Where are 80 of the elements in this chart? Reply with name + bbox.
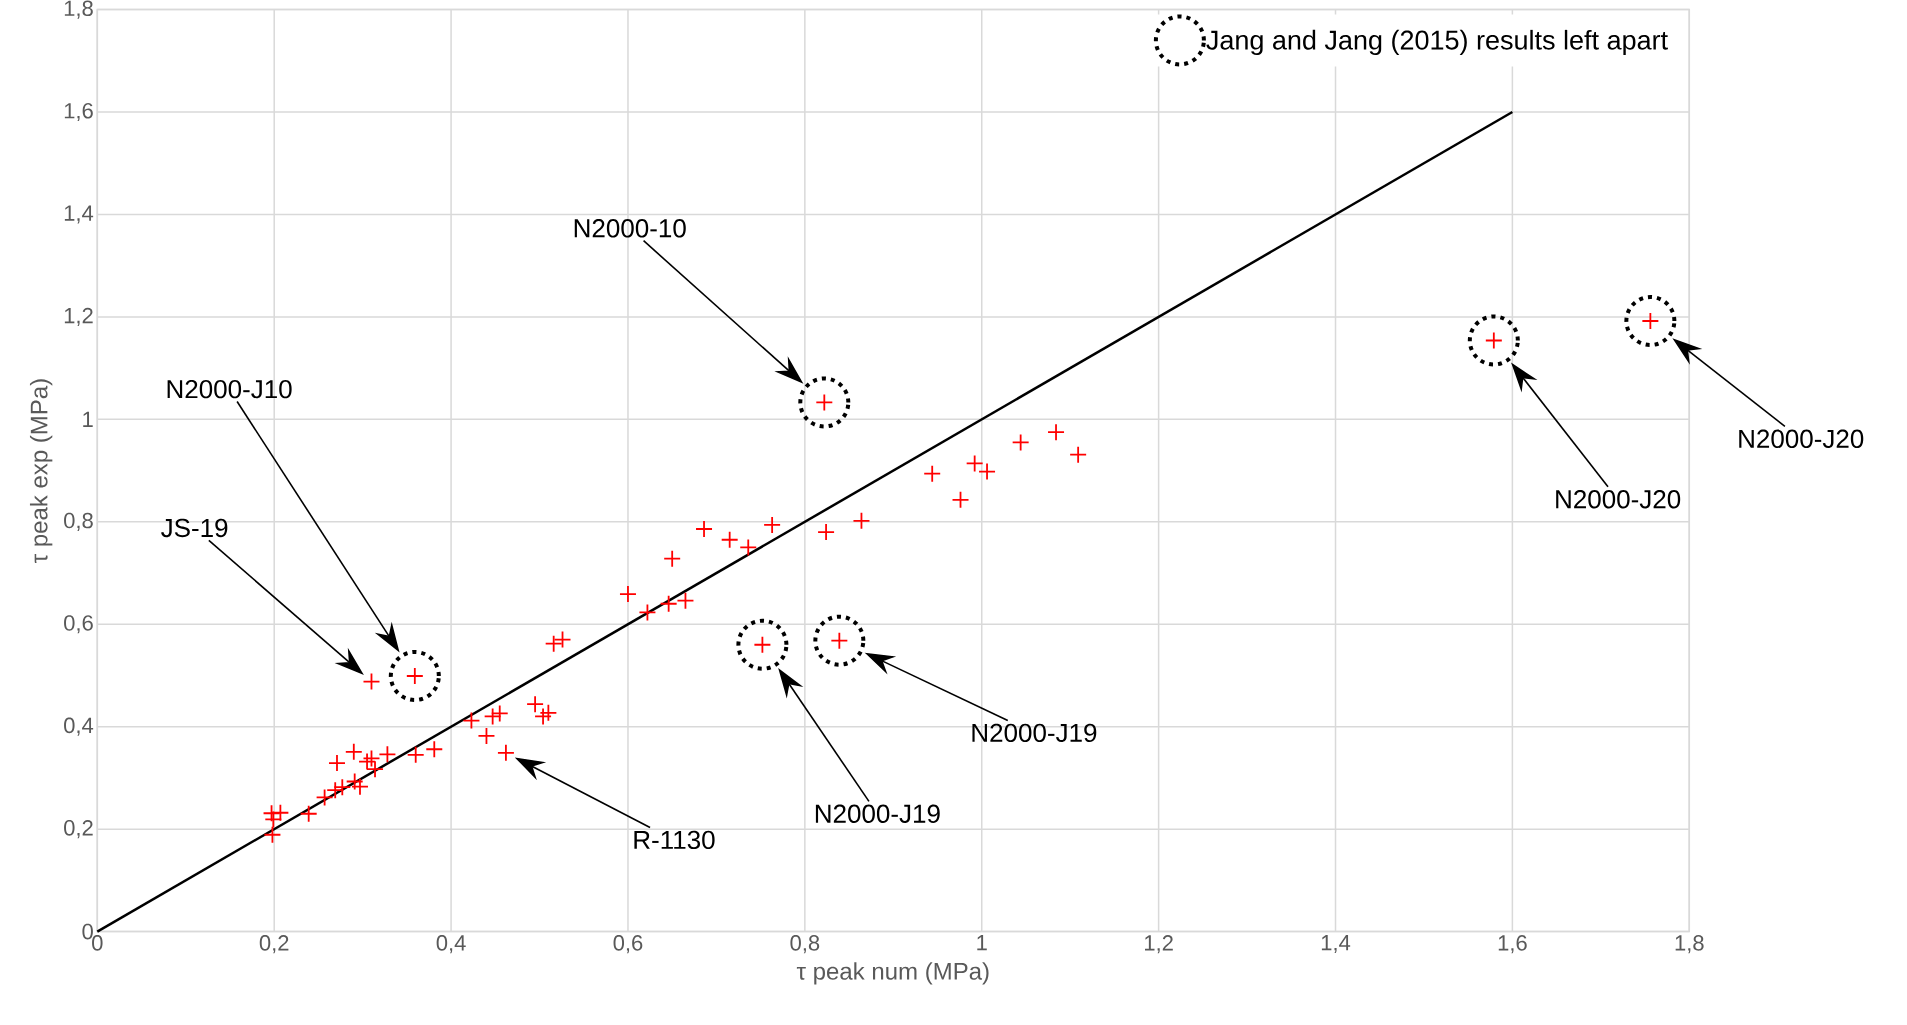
point xyxy=(264,810,283,829)
point xyxy=(1011,433,1030,452)
point xyxy=(1467,314,1520,367)
y-tick-label: 1,8 xyxy=(64,0,93,19)
point xyxy=(526,695,544,714)
point xyxy=(720,530,739,549)
point xyxy=(425,740,444,759)
y-tick-label: 0 xyxy=(82,923,93,940)
point xyxy=(299,804,318,823)
x-tick-label: 1 xyxy=(977,935,987,951)
y-tick-label: 0,2 xyxy=(64,820,93,839)
annotation: N2000-10 xyxy=(574,219,686,238)
x-tick-label: 0,6 xyxy=(613,935,643,954)
point xyxy=(638,603,657,622)
y-tick-label: 1 xyxy=(83,411,93,427)
point xyxy=(345,772,364,791)
point xyxy=(326,781,345,800)
point xyxy=(462,711,481,730)
annotation: N2000-J19 xyxy=(815,804,940,823)
annotation: N2000-J20 xyxy=(1556,490,1681,509)
point xyxy=(852,511,871,530)
point xyxy=(695,520,713,538)
point xyxy=(497,743,515,762)
point xyxy=(663,549,682,568)
y-axis-title: τ peak exp (MPa) xyxy=(29,379,53,564)
legend-label: Jang and Jang (2015) results left apart xyxy=(1206,29,1668,56)
annotation: N2000-J10 xyxy=(167,379,292,399)
point xyxy=(328,754,346,772)
point xyxy=(315,788,334,807)
point xyxy=(817,523,835,541)
x-tick-label: 1,2 xyxy=(1145,935,1173,954)
point xyxy=(965,454,984,473)
x-tick-label: 0,4 xyxy=(436,935,466,954)
point xyxy=(263,825,282,844)
point xyxy=(739,538,758,557)
point xyxy=(539,703,558,722)
y-tick-label: 1,4 xyxy=(64,205,94,224)
y-tick-label: 1,2 xyxy=(64,307,93,326)
point xyxy=(362,749,381,768)
x-tick-label: 0,8 xyxy=(790,935,820,954)
point xyxy=(798,376,851,429)
y-tick-label: 0,4 xyxy=(64,717,94,736)
point xyxy=(951,490,970,509)
point xyxy=(1624,295,1677,348)
x-tick-label: 1,6 xyxy=(1498,935,1527,954)
annotation: JS-19 xyxy=(161,518,228,538)
point xyxy=(483,707,502,726)
annotation: R-1130 xyxy=(634,830,715,850)
point xyxy=(1047,423,1065,442)
point xyxy=(813,614,866,667)
point xyxy=(490,704,509,723)
point xyxy=(362,672,381,691)
point xyxy=(763,515,782,534)
point xyxy=(553,630,572,649)
x-tick-label: 0,2 xyxy=(259,935,289,954)
point xyxy=(333,778,352,797)
point xyxy=(676,591,695,610)
point xyxy=(619,585,637,603)
point xyxy=(351,777,369,796)
point xyxy=(271,803,290,822)
point xyxy=(544,634,563,653)
text: N2000-J20 xyxy=(1739,429,1864,449)
point xyxy=(477,727,496,745)
point xyxy=(388,649,441,702)
point xyxy=(736,618,789,671)
point xyxy=(659,594,678,613)
point xyxy=(344,742,363,761)
annotation: N2000-J19 xyxy=(972,723,1097,743)
point xyxy=(534,707,552,726)
point xyxy=(1069,445,1088,464)
point xyxy=(978,462,996,481)
point xyxy=(406,745,425,764)
x-axis-title: τ peak num (MPa) xyxy=(796,962,989,985)
x-tick-label: 1,4 xyxy=(1321,935,1351,954)
y-tick-label: 1,6 xyxy=(64,102,93,122)
point xyxy=(923,464,942,483)
y-tick-label: 0,6 xyxy=(64,615,93,634)
y-tick-label: 0,8 xyxy=(64,512,93,531)
x-tick-label: 1,8 xyxy=(1675,935,1704,954)
point xyxy=(378,745,397,764)
